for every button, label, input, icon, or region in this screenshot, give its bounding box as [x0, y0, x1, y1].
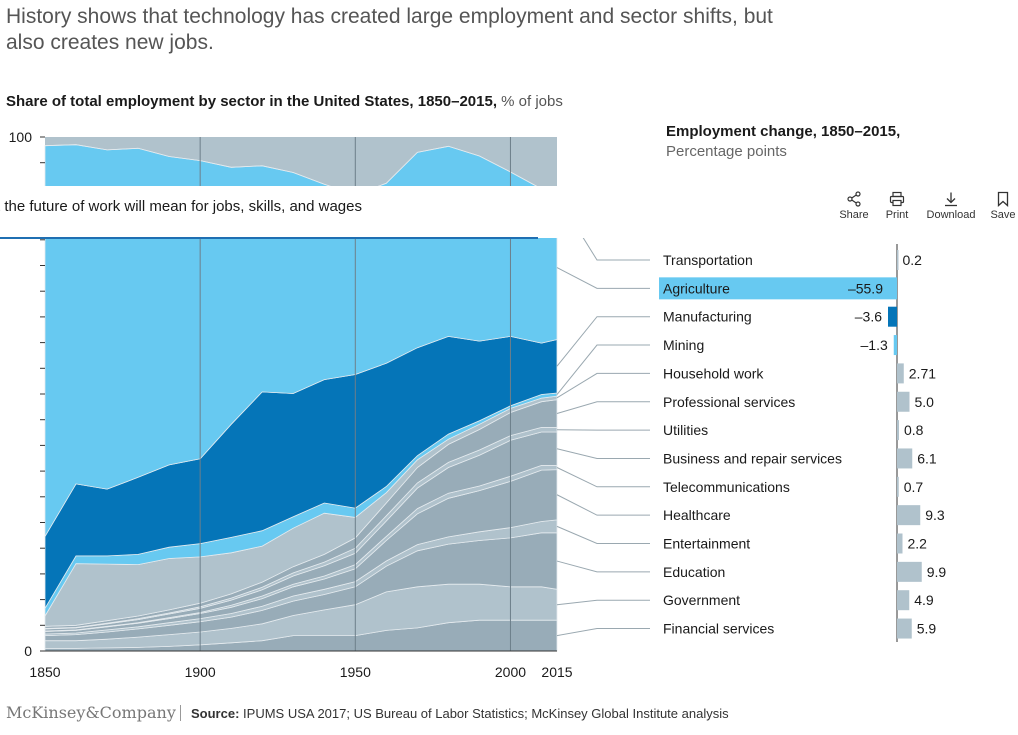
bar-label-mining: Mining	[663, 337, 704, 353]
download-icon	[945, 192, 957, 207]
bar-financial-services	[897, 618, 912, 639]
bookmark-icon	[997, 191, 1009, 207]
leader-line-household-work	[556, 372, 650, 399]
y-tick-label-0: 0	[24, 643, 32, 659]
share-label: Share	[839, 209, 869, 221]
bar-label-manufacturing: Manufacturing	[663, 309, 752, 325]
bar-value-financial-services: 5.9	[917, 621, 937, 637]
x-tick-label-2015: 2015	[541, 664, 572, 680]
bar-value-agriculture: –55.9	[848, 280, 883, 296]
bar-healthcare	[897, 505, 921, 526]
save-button[interactable]: Save	[982, 191, 1018, 221]
x-tick-label-2000: 2000	[495, 664, 526, 680]
bar-value-healthcare: 9.3	[925, 507, 945, 523]
bar-label-telecommunications: Telecommunications	[663, 479, 790, 495]
leader-line-government	[556, 599, 650, 606]
leader-line-agriculture	[556, 267, 650, 289]
x-tick-label-1900: 1900	[185, 664, 216, 680]
footer-divider	[180, 705, 181, 721]
bar-government	[897, 590, 910, 611]
bar-professional-services	[897, 391, 910, 412]
bar-label-healthcare: Healthcare	[663, 507, 731, 523]
download-button[interactable]: Download	[924, 191, 978, 221]
bar-label-government: Government	[663, 592, 740, 608]
mckinsey-logo: McKinsey&Company	[6, 703, 176, 722]
bar-mining	[893, 335, 897, 356]
leader-line-healthcare	[556, 494, 650, 516]
bar-value-household-work: 2.71	[909, 365, 936, 381]
bar-value-government: 4.9	[914, 592, 934, 608]
bar-label-utilities: Utilities	[663, 422, 708, 438]
print-icon	[889, 191, 905, 207]
leader-line-education	[556, 560, 650, 573]
bar-value-business-and-repair-services: 6.1	[917, 450, 937, 466]
leader-line-professional-services	[556, 401, 650, 415]
bar-value-entertainment: 2.2	[908, 536, 928, 552]
leader-line-financial-services	[556, 628, 650, 637]
leader-line-mining	[556, 344, 650, 395]
sticky-header-title[interactable]: t the future of work will mean for jobs,…	[0, 198, 362, 215]
bar-label-household-work: Household work	[663, 365, 764, 381]
source-text: IPUMS USA 2017; US Bureau of Labor Stati…	[243, 706, 729, 721]
bar-education	[897, 561, 922, 582]
bar-value-telecommunications: 0.7	[904, 479, 924, 495]
bar-label-entertainment: Entertainment	[663, 536, 750, 552]
sticky-header-bar	[0, 186, 1018, 238]
bar-value-manufacturing: –3.6	[855, 309, 882, 325]
x-tick-label-1950: 1950	[340, 664, 371, 680]
chart-subtitle-title: Share of total employment by sector in t…	[6, 93, 497, 110]
bar-value-professional-services: 5.0	[915, 394, 935, 410]
print-label: Print	[885, 209, 909, 221]
bar-telecommunications	[897, 476, 899, 497]
bar-label-education: Education	[663, 564, 725, 580]
bar-business-and-repair-services	[897, 448, 913, 469]
download-label: Download	[926, 209, 976, 221]
employment-chart: 1850 1900 1950 2000 2015 0 100 Transportation 0…	[9, 129, 947, 680]
x-tick-label-1850: 1850	[29, 664, 60, 680]
bar-manufacturing	[888, 306, 897, 327]
bar-label-business-and-repair-services: Business and repair services	[663, 450, 842, 466]
bar-value-utilities: 0.8	[904, 422, 924, 438]
leader-line-business-and-repair-services	[556, 448, 650, 459]
source-label: Source:	[191, 706, 240, 721]
bar-household-work	[897, 363, 904, 384]
source-note: Source: IPUMS USA 2017; US Bureau of Lab…	[191, 706, 729, 721]
share-icon	[847, 191, 861, 207]
leader-line-telecommunications	[556, 467, 650, 488]
bar-label-professional-services: Professional services	[663, 394, 795, 410]
chart-subtitle: Share of total employment by sector in t…	[6, 93, 563, 110]
bar-label-agriculture: Agriculture	[663, 280, 730, 296]
bar-entertainment	[897, 533, 903, 554]
share-button[interactable]: Share	[832, 191, 876, 221]
leader-line-manufacturing	[556, 316, 650, 367]
headline: History shows that technology has create…	[6, 5, 773, 54]
change-title: Employment change, 1850–2015,	[666, 123, 901, 140]
save-label: Save	[990, 209, 1016, 221]
bar-value-education: 9.9	[927, 564, 947, 580]
sticky-header-progress	[0, 237, 538, 239]
change-subtitle: Percentage points	[666, 143, 787, 160]
chart-subtitle-unit: % of jobs	[501, 93, 563, 110]
bar-value-transportation: 0.2	[903, 252, 923, 268]
bar-agriculture	[659, 277, 897, 300]
bar-utilities	[897, 420, 899, 441]
bar-transportation	[897, 250, 899, 270]
bar-value-mining: –1.3	[861, 337, 888, 353]
leader-line-entertainment	[556, 525, 650, 544]
bar-label-transportation: Transportation	[663, 252, 753, 268]
bar-label-financial-services: Financial services	[663, 621, 774, 637]
print-button[interactable]: Print	[875, 191, 919, 221]
y-tick-label-100: 100	[9, 129, 33, 145]
